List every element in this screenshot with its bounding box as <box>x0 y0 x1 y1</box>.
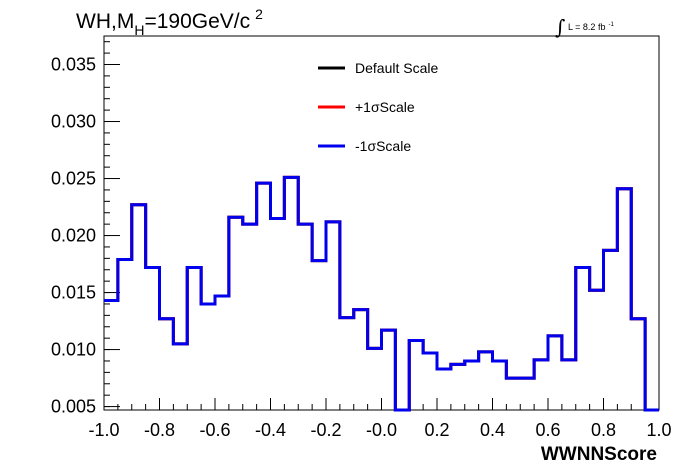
x-tick-label: 0.8 <box>591 420 616 440</box>
y-tick-label: 0.025 <box>51 169 96 189</box>
x-tick-label: 0.2 <box>424 420 449 440</box>
title-subscript: H <box>134 22 144 38</box>
x-tick-label: -0.0 <box>366 420 397 440</box>
legend-label: +1σScale <box>355 99 415 115</box>
title-superscript: 2 <box>255 6 263 22</box>
integral-symbol: ∫ <box>555 15 565 39</box>
series-line-2 <box>104 175 659 412</box>
legend-label: -1σScale <box>355 138 411 154</box>
x-tick-label: -0.8 <box>144 420 175 440</box>
x-tick-label: 0.4 <box>480 420 505 440</box>
x-axis-title: WWNNScore <box>541 444 657 465</box>
y-tick-label: 0.015 <box>51 283 96 303</box>
title-rest: =190GeV/c <box>144 10 250 33</box>
chart-title: WH,MH=190GeV/c 2 <box>76 6 263 38</box>
x-tick-label: 1.0 <box>646 420 671 440</box>
y-axis: 0.005 0.010 0.015 0.020 0.025 0.030 0.035 <box>51 41 120 417</box>
x-tick-label: -1.0 <box>88 420 119 440</box>
legend-label: Default Scale <box>355 60 438 76</box>
luminosity-label: L = 8.2 fb -1 <box>568 22 614 32</box>
x-tick-label: -0.6 <box>199 420 230 440</box>
title-main: WH,M <box>76 10 134 33</box>
series-lines <box>104 175 659 412</box>
x-axis: -1.0 -0.8 -0.6 -0.4 -0.2 -0.0 0.2 0.4 0.6 0.8 1.0 <box>88 398 672 440</box>
x-tick-label: 0.6 <box>535 420 560 440</box>
y-tick-label: 0.020 <box>51 226 96 246</box>
y-tick-label: 0.030 <box>51 112 96 132</box>
y-tick-label: 0.035 <box>51 55 96 75</box>
legend: Default Scale +1σScale -1σScale <box>318 60 438 154</box>
x-tick-label: -0.4 <box>255 420 286 440</box>
y-tick-label: 0.010 <box>51 340 96 360</box>
x-tick-label: -0.2 <box>310 420 341 440</box>
y-tick-label: 0.005 <box>51 397 96 417</box>
